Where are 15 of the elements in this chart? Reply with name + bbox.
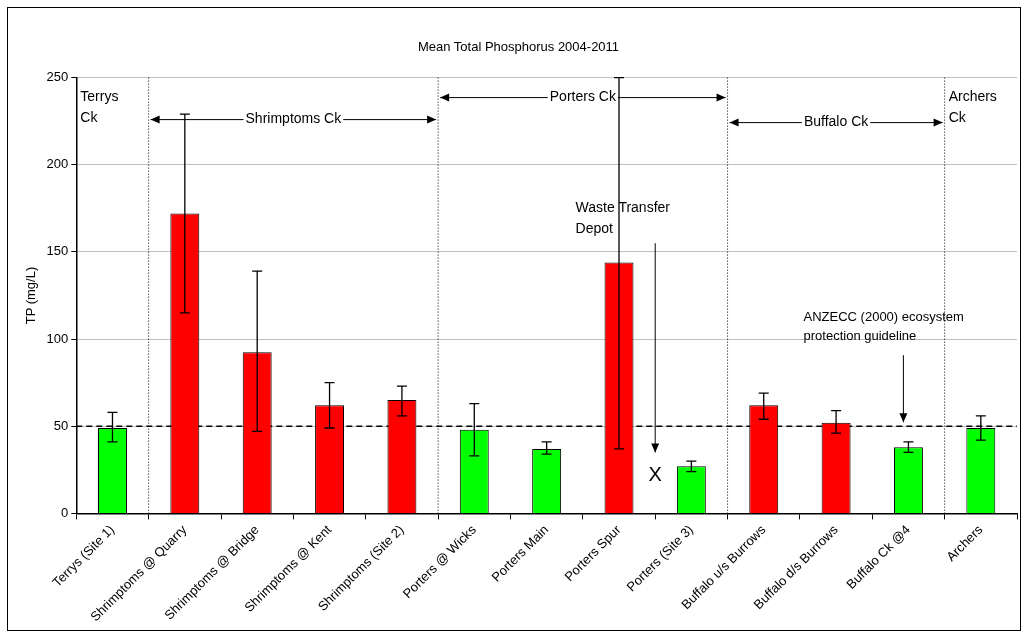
y-tick-label: 150 [46,243,69,259]
y-tick-label: 50 [53,417,69,433]
ref-line-label: ANZECC (2000) ecosystem protection guideline [803,309,964,344]
y-tick-label: 200 [46,156,69,172]
annotation: Buffalo Ck [803,113,870,130]
chart-title: Mean Total Phosphorus 2004-2011 [417,39,620,55]
annotation: Porters Ck [549,88,617,105]
y-tick-label: 0 [61,504,69,520]
annotation: Terrys Ck [80,88,119,126]
annotation: X [648,462,662,485]
y-axis-title: TP (mg/L) [23,266,39,325]
y-tick-label: 250 [46,69,69,85]
annotation: Archers Ck [948,88,997,126]
annotation: Shrimptoms Ck [245,110,343,127]
y-tick-label: 100 [46,330,69,346]
